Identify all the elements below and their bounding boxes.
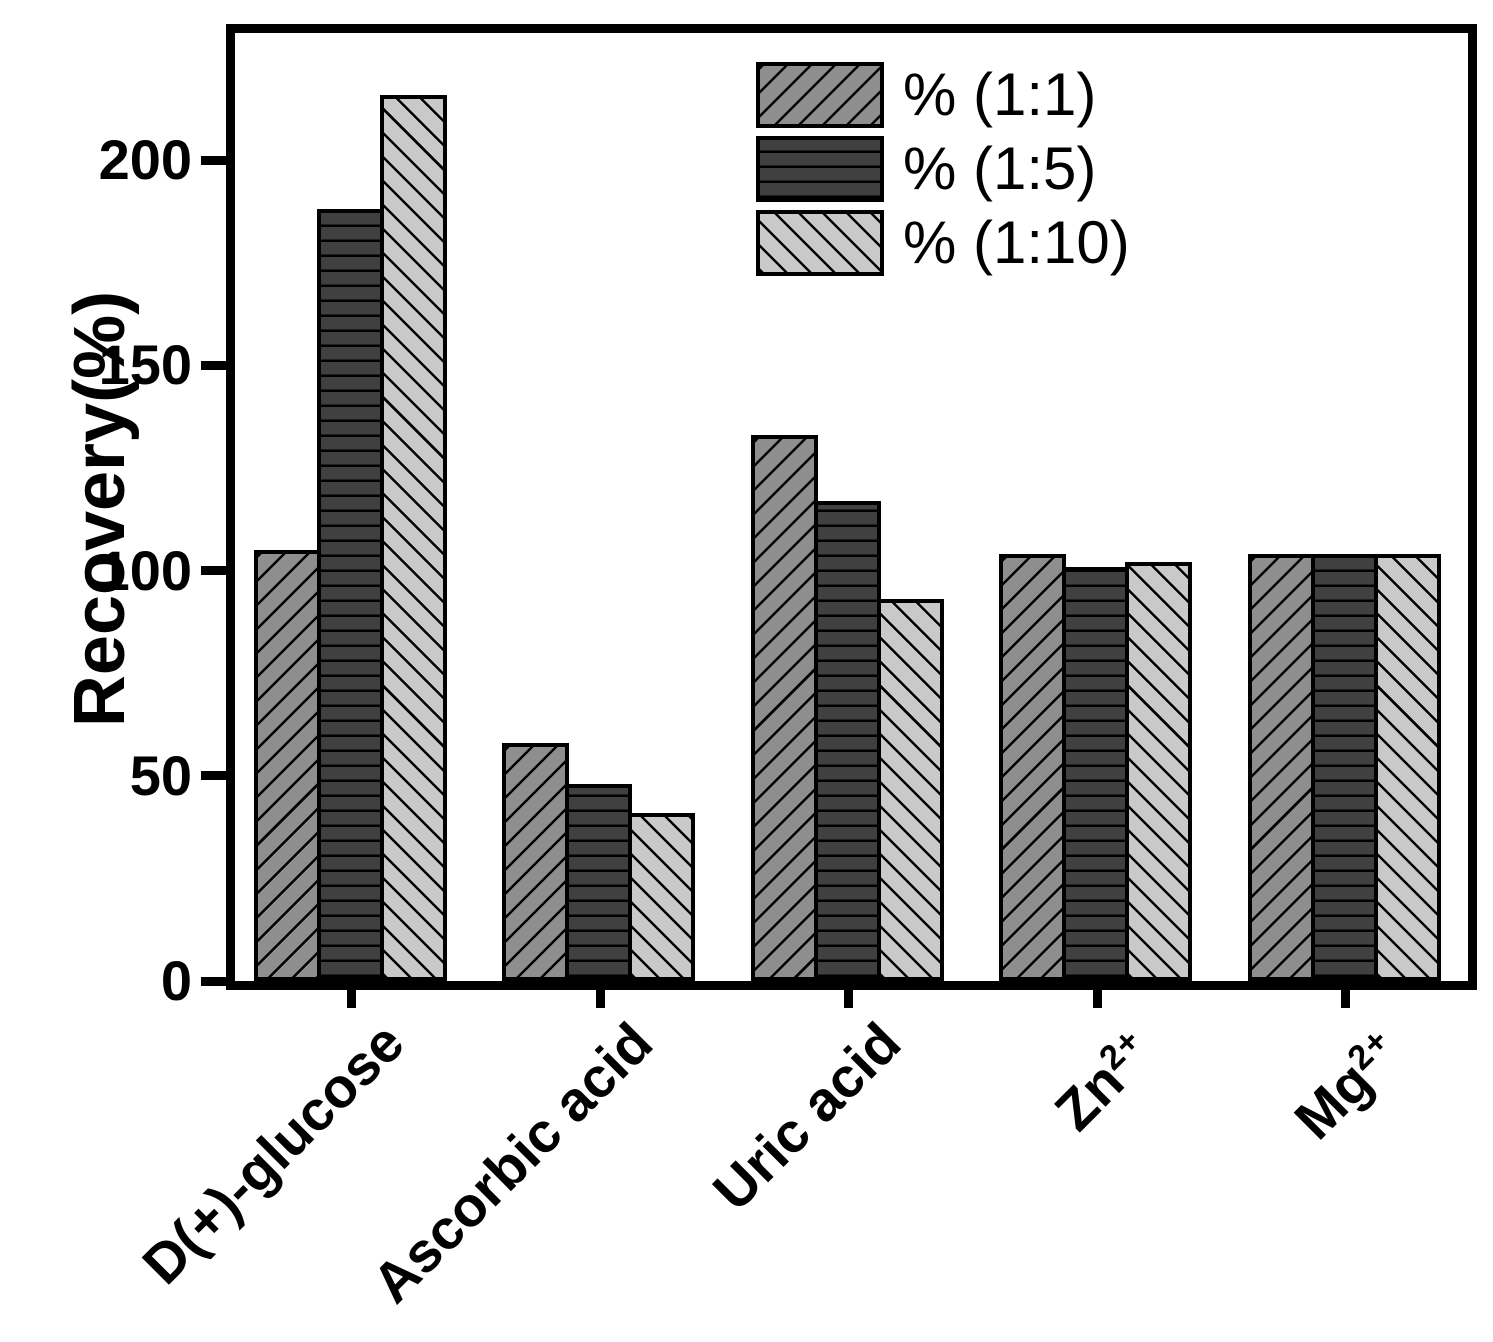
bar: [813, 501, 881, 981]
y-tick: [201, 566, 233, 576]
y-axis-title: Recovery(%): [60, 290, 140, 728]
bar: [1247, 554, 1315, 981]
x-category-label: Uric acid: [700, 1010, 913, 1223]
bar: [1310, 554, 1378, 981]
legend-swatch: [756, 136, 884, 202]
bar: [1125, 562, 1192, 981]
bar: [876, 599, 944, 981]
bar: [999, 554, 1066, 981]
bar: [628, 813, 695, 981]
bar: [750, 435, 818, 981]
legend-item: % (1:1): [756, 62, 1130, 128]
y-tick: [201, 976, 233, 986]
y-tick-label: 150: [98, 333, 192, 397]
legend-item: % (1:10): [756, 210, 1130, 276]
y-tick-label: 50: [129, 743, 192, 807]
superscript: 2+: [1340, 1021, 1398, 1078]
legend-label: % (1:10): [903, 209, 1130, 276]
bar: [1373, 554, 1441, 981]
legend-label: % (1:5): [903, 135, 1097, 202]
superscript: 2+: [1092, 1021, 1149, 1078]
legend-swatch: [756, 62, 884, 128]
y-tick: [201, 771, 233, 781]
legend-swatch: [756, 210, 884, 276]
x-category-label: Zn2+: [1042, 1021, 1149, 1143]
x-tick: [347, 990, 356, 1008]
x-tick: [595, 990, 605, 1008]
legend: % (1:1) % (1:5) % (1:10): [756, 62, 1130, 276]
y-tick-label: 200: [98, 128, 192, 192]
bar: [316, 209, 384, 981]
bar: [253, 550, 321, 981]
bar: [379, 95, 447, 981]
y-tick-label: 0: [160, 949, 192, 1012]
legend-label: % (1:1): [903, 61, 1097, 128]
y-tick: [201, 360, 233, 370]
y-tick-label: 100: [98, 538, 192, 602]
x-tick: [1092, 990, 1102, 1008]
legend-item: % (1:5): [756, 136, 1130, 202]
x-tick: [1341, 990, 1350, 1008]
x-category-label: D(+)-glucose: [129, 1010, 416, 1296]
bar: [502, 743, 569, 981]
y-tick: [201, 155, 233, 165]
x-category-label: Mg2+: [1282, 1021, 1398, 1151]
x-tick: [844, 990, 853, 1008]
bar: [1062, 567, 1129, 981]
bar: [565, 784, 632, 981]
